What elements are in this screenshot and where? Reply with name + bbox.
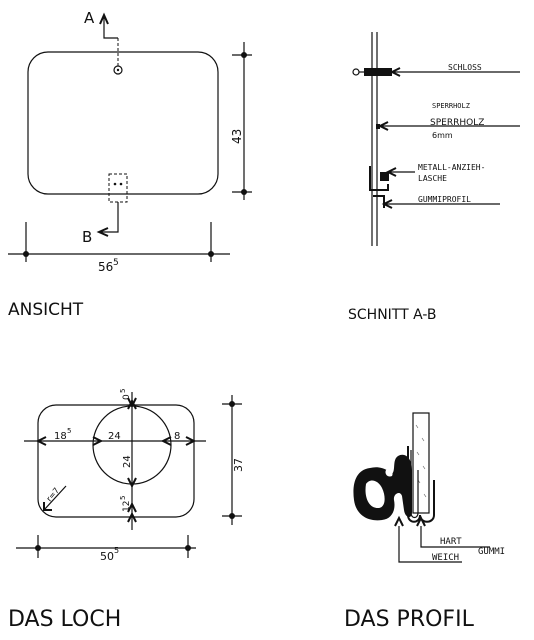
loch-dim-top-sup: 5 bbox=[119, 389, 127, 393]
profil-label-gummi: GUMMI bbox=[478, 547, 505, 557]
section-label-a: A bbox=[84, 9, 95, 27]
schnitt-title: SCHNITT A-B bbox=[348, 307, 437, 323]
loch-dim-right: 8 bbox=[174, 431, 180, 442]
section-arrow-a bbox=[103, 16, 118, 39]
loch-dim-left: 18 bbox=[54, 431, 67, 442]
schnitt-lock-body bbox=[364, 68, 392, 76]
callout-sperrholz-small: SPERRHOLZ bbox=[432, 102, 470, 110]
loch-dim-top: 0 bbox=[122, 394, 132, 400]
callout-schloss: SCHLOSS bbox=[448, 63, 482, 72]
profil-title: DAS PROFIL bbox=[344, 607, 475, 632]
profil-hard-clamp bbox=[407, 446, 435, 523]
ansicht-width-superscript: 5 bbox=[113, 258, 119, 268]
loch-dim-width-sup: 5 bbox=[114, 546, 119, 555]
loch-view: 18 5 24 24 8 0 5 12 5 r=7 50 5 37 DAS LO… bbox=[8, 389, 245, 632]
profil-soft-rubber bbox=[353, 454, 412, 521]
loch-dim-bottom: 12 bbox=[122, 501, 132, 512]
callout-gummiprofil: GUMMIPROFIL bbox=[418, 195, 471, 204]
loch-title: DAS LOCH bbox=[8, 607, 121, 632]
ansicht-panel-outline bbox=[27, 51, 219, 195]
loch-dim-radius: r=7 bbox=[45, 486, 62, 503]
profil-leader-weich bbox=[398, 526, 462, 563]
ansicht-clasp-marker bbox=[108, 173, 128, 203]
callout-metall-line1: METALL-ANZIEH- bbox=[418, 163, 485, 172]
loch-dim-circle-h: 24 bbox=[108, 431, 121, 442]
ansicht-lock-icon bbox=[113, 65, 123, 75]
callout-thickness: 6mm bbox=[432, 131, 453, 140]
profil-label-hart: HART bbox=[440, 537, 462, 547]
loch-dim-circle-v: 24 bbox=[122, 455, 133, 468]
ansicht-view: A B 56 5 43 ANSICHT bbox=[8, 9, 252, 320]
loch-dim-bottom-sup: 5 bbox=[119, 496, 127, 500]
profil-view: HART GUMMI WEICH DAS PROFIL bbox=[344, 412, 505, 632]
section-label-b: B bbox=[82, 228, 92, 246]
loch-radius-arrow bbox=[43, 485, 67, 511]
ansicht-height-value: 43 bbox=[230, 129, 244, 144]
ansicht-title: ANSICHT bbox=[8, 300, 84, 320]
ansicht-width-value: 56 bbox=[98, 260, 113, 274]
profil-label-weich: WEICH bbox=[432, 553, 459, 563]
callout-metall-line2: LASCHE bbox=[418, 174, 447, 183]
schnitt-metal-clasp bbox=[369, 166, 389, 191]
profil-leader-hart bbox=[420, 526, 490, 548]
schnitt-view: SCHLOSS SPERRHOLZ SPERRHOLZ 6mm METALL-A… bbox=[348, 32, 520, 323]
schnitt-key-icon bbox=[352, 68, 360, 76]
loch-dim-height: 37 bbox=[232, 458, 245, 472]
loch-dim-width: 50 bbox=[100, 550, 114, 563]
loch-outline bbox=[37, 404, 195, 518]
profil-plywood-strip bbox=[412, 412, 430, 514]
loch-dim-left-sup: 5 bbox=[67, 427, 71, 435]
section-arrow-b bbox=[100, 202, 119, 233]
callout-sperrholz: SPERRHOLZ bbox=[430, 118, 484, 128]
schnitt-rubber-profile bbox=[373, 195, 385, 208]
